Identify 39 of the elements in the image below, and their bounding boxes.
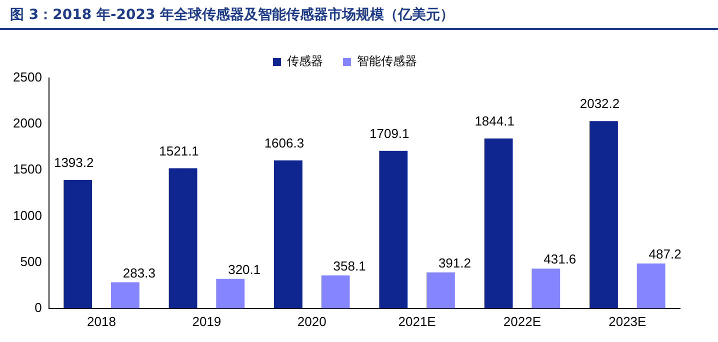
data-label: 1521.1 bbox=[159, 143, 199, 158]
data-label: 431.6 bbox=[544, 252, 576, 267]
bar bbox=[532, 268, 560, 308]
bar bbox=[64, 180, 92, 308]
data-label: 283.3 bbox=[122, 265, 156, 280]
bar bbox=[321, 275, 350, 308]
x-tick-label: 2023E bbox=[608, 314, 647, 329]
bar bbox=[379, 150, 408, 308]
data-label: 1844.1 bbox=[474, 114, 514, 129]
x-tick-label: 2022E bbox=[503, 314, 542, 329]
legend-label: 智能传感器 bbox=[357, 54, 417, 68]
legend-label: 传感器 bbox=[287, 54, 323, 68]
bar bbox=[216, 278, 245, 308]
x-tick-label: 2018 bbox=[87, 314, 116, 329]
y-tick-label: 0 bbox=[34, 300, 42, 315]
data-label: 1606.3 bbox=[264, 135, 304, 150]
bar bbox=[110, 282, 140, 308]
bar bbox=[484, 138, 513, 308]
data-label: 1709.1 bbox=[370, 126, 410, 141]
data-label: 358.1 bbox=[333, 258, 366, 274]
bar bbox=[168, 168, 198, 308]
x-tick-label: 2021E bbox=[398, 314, 436, 329]
y-tick-label: 500 bbox=[20, 254, 42, 269]
y-tick-label: 1000 bbox=[13, 208, 42, 223]
data-label: 487.2 bbox=[648, 246, 682, 262]
data-label: 2032.2 bbox=[580, 96, 620, 112]
y-tick-label: 2500 bbox=[13, 70, 42, 85]
bar bbox=[426, 272, 455, 308]
x-tick-label: 2020 bbox=[297, 314, 326, 329]
y-tick-label: 2000 bbox=[13, 116, 42, 131]
bar bbox=[636, 264, 666, 308]
y-tick-label: 1500 bbox=[13, 162, 42, 177]
data-label: 320.1 bbox=[228, 262, 261, 277]
data-label: 1393.2 bbox=[54, 155, 94, 170]
data-label: 391.2 bbox=[438, 255, 471, 270]
chart-title: 图 3：2018 年-2023 年全球传感器及智能传感器市场规模（亿美元） bbox=[0, 0, 718, 30]
bar bbox=[274, 160, 302, 308]
x-tick-label: 2019 bbox=[192, 314, 222, 329]
bar bbox=[590, 121, 618, 308]
